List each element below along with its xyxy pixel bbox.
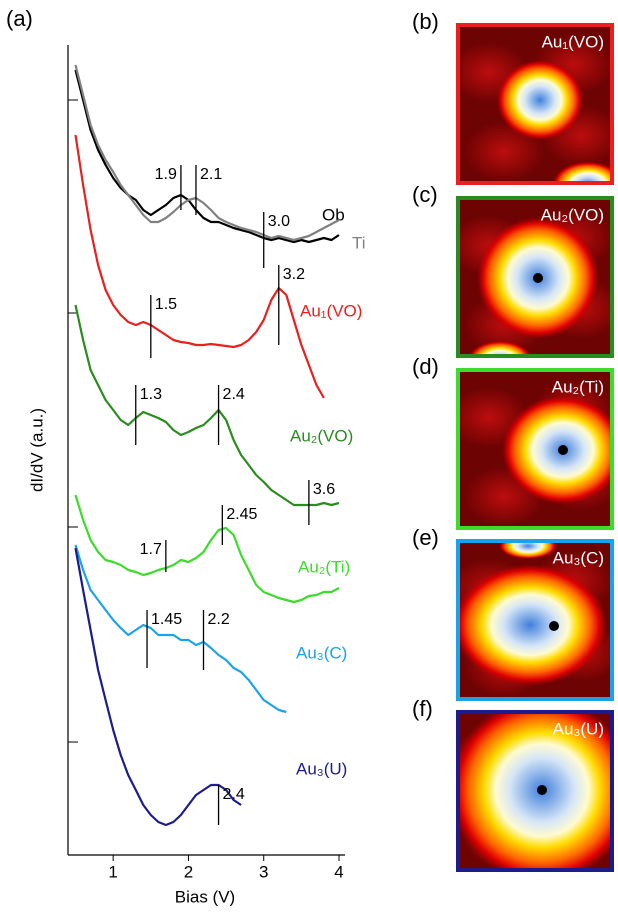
x-axis-label: Bias (V) [175, 887, 235, 906]
peak-label: 1.45 [151, 611, 182, 628]
peak-label: 2.2 [208, 611, 230, 628]
image-label: Au₂(Ti) [552, 377, 604, 396]
series-label: Au₂(Ti) [298, 557, 350, 576]
stm-blob [499, 533, 557, 559]
spectrum-line [76, 548, 242, 825]
stm-image: Au₂(VO) (c) [412, 182, 618, 379]
series-label: Au₃(C) [296, 643, 347, 662]
x-tick-label: 1 [108, 862, 117, 881]
adatom-marker [549, 621, 559, 631]
series-label: Ob [322, 205, 345, 224]
series-label: Au₃(U) [296, 759, 347, 778]
peak-label: 3.6 [313, 481, 335, 498]
y-axis-label: dI/dV (a.u.) [27, 408, 46, 492]
spectrum-line [76, 70, 340, 242]
x-tick-label: 4 [334, 862, 343, 881]
panel-label: (c) [412, 182, 438, 207]
x-tick-label: 2 [184, 862, 193, 881]
stm-image: Au₃(C) (e) [412, 525, 618, 699]
image-label: Au₃(U) [553, 719, 604, 738]
series-label: Au₂(VO) [290, 426, 353, 445]
adatom-marker [537, 785, 547, 795]
image-label: Au₃(C) [553, 548, 604, 567]
spectrum-line [76, 65, 340, 240]
image-label: Au₂(VO) [541, 205, 604, 224]
x-tick-label: 3 [259, 862, 268, 881]
panel-label: (d) [412, 354, 439, 379]
stm-image: Au₃(U) (f) [412, 696, 618, 883]
peak-label: 3.2 [283, 266, 305, 283]
spectrum-line [76, 495, 340, 602]
peak-label: 1.5 [155, 296, 177, 313]
panel-label: (a) [6, 6, 33, 31]
stm-blob [497, 60, 583, 140]
peak-label: 2.4 [223, 386, 245, 403]
image-label: Au₁(VO) [542, 32, 604, 51]
peak-label: 1.9 [155, 166, 177, 183]
peak-label: 3.0 [268, 213, 290, 230]
peak-label: 2.45 [226, 506, 257, 523]
panel-label: (f) [412, 696, 433, 721]
peak-label: 2.1 [200, 166, 222, 183]
spectrum-line [76, 545, 287, 712]
panel-label: (e) [412, 525, 439, 550]
stm-blob [453, 564, 607, 686]
panel-label: (b) [412, 9, 439, 34]
series-label: Ti [352, 233, 366, 252]
peak-label: 1.7 [140, 541, 162, 558]
figure: (a) Bias (V) dI/dV (a.u.) 1 2 3 4 Ob Ti Au₁(VO… [0, 0, 618, 915]
stm-content [449, 198, 618, 379]
stm-content [449, 25, 618, 206]
series-label: Au₁(VO) [300, 301, 362, 320]
adatom-marker [533, 273, 543, 283]
peak-label: 2.4 [223, 786, 245, 803]
stm-image: Au₂(Ti) (d) [412, 354, 618, 528]
peak-label: 1.3 [140, 386, 162, 403]
adatom-marker [558, 445, 568, 455]
stm-image: Au₁(VO) (b) [412, 9, 618, 207]
